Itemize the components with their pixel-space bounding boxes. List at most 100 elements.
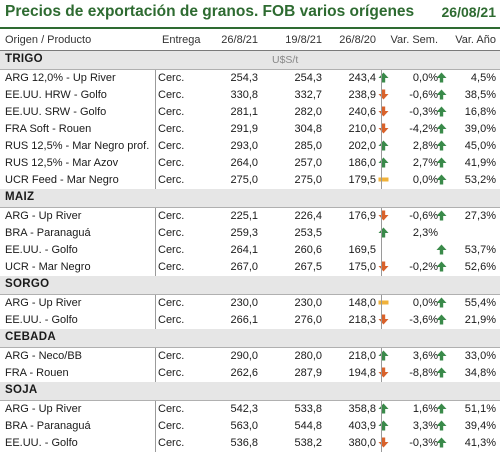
table-row: FRA - Rouen Cerc. 262,6 287,9 194,8 -8,8% 34,8… [0, 365, 500, 382]
column-divider [155, 87, 156, 104]
arrow-up-icon [436, 314, 447, 325]
price-last-week: 282,0 [294, 106, 322, 118]
arrow-up-icon [436, 297, 447, 308]
weekly-variation: 0,0% [412, 297, 438, 309]
arrow-up-icon [436, 123, 447, 134]
weekly-variation: -4,2% [409, 123, 438, 135]
price-last-year: 218,3 [348, 314, 376, 326]
arrow-down-icon [378, 210, 389, 221]
column-divider [381, 138, 382, 155]
table-row: FRA Soft - Rouen Cerc. 291,9 304,8 210,0 -4,2… [0, 121, 500, 138]
price-last-year: 194,8 [348, 367, 376, 379]
yearly-variation: 53,2% [464, 174, 496, 186]
arrow-up-icon [436, 244, 447, 255]
delivery-cell: Cerc. [158, 403, 185, 415]
price-current: 267,0 [230, 261, 258, 273]
price-current: 225,1 [230, 210, 258, 222]
price-current: 266,1 [230, 314, 258, 326]
price-last-year: 218,0 [348, 350, 376, 362]
weekly-variation: 3,6% [412, 350, 438, 362]
price-current: 264,0 [230, 157, 258, 169]
column-divider [155, 225, 156, 242]
arrow-up-icon [378, 72, 389, 83]
price-last-week: 544,8 [294, 420, 322, 432]
product-name: ARG 12,0% - Up River [5, 72, 116, 84]
table-row: ARG - Up River Cerc. 542,3 533,8 358,8 1,6% 51… [0, 401, 500, 418]
delivery-cell: Cerc. [158, 350, 185, 362]
arrow-up-icon [436, 437, 447, 448]
product-name: EE.UU. - Golfo [5, 244, 78, 256]
weekly-variation: -0,6% [409, 210, 438, 222]
weekly-variation: 2,3% [412, 227, 438, 239]
price-last-year: 403,9 [348, 420, 376, 432]
price-current: 542,3 [230, 403, 258, 415]
yearly-variation: 39,4% [464, 420, 496, 432]
column-divider [381, 155, 382, 172]
table-row: BRA - Paranaguá Cerc. 259,3 253,5 2,3% [0, 225, 500, 242]
column-divider [155, 418, 156, 435]
delivery-cell: Cerc. [158, 89, 185, 101]
product-name: ARG - Neco/BB [5, 350, 83, 362]
column-divider [381, 208, 382, 225]
delivery-cell: Cerc. [158, 157, 185, 169]
price-current: 275,0 [230, 174, 258, 186]
column-divider [155, 401, 156, 418]
section-name: SOJA [5, 384, 38, 396]
arrow-up-icon [378, 157, 389, 168]
yearly-variation: 53,7% [464, 244, 496, 256]
arrow-up-icon [436, 140, 447, 151]
delivery-cell: Cerc. [158, 140, 185, 152]
table-row: UCR Feed - Mar Negro Cerc. 275,0 275,0 179,5… [0, 172, 500, 189]
table-row: RUS 12,5% - Mar Negro prof. Cerc. 293,0 285… [0, 138, 500, 155]
price-current: 259,3 [230, 227, 258, 239]
price-current: 536,8 [230, 437, 258, 449]
col-yearvar-header: Var. Año [455, 34, 496, 46]
yearly-variation: 39,0% [464, 123, 496, 135]
price-last-year: 186,0 [348, 157, 376, 169]
delivery-cell: Cerc. [158, 123, 185, 135]
product-name: UCR Feed - Mar Negro [5, 174, 119, 186]
yearly-variation: 21,9% [464, 314, 496, 326]
no-change-icon [378, 297, 389, 308]
arrow-up-icon [378, 227, 389, 238]
column-header-row: Origen / Producto Entrega 26/8/21 19/8/2… [0, 29, 500, 51]
arrow-up-icon [378, 140, 389, 151]
price-current: 264,1 [230, 244, 258, 256]
column-divider [381, 70, 382, 87]
column-divider [155, 121, 156, 138]
arrow-down-icon [378, 89, 389, 100]
yearly-variation: 55,4% [464, 297, 496, 309]
table-row: ARG 12,0% - Up River Cerc. 254,3 254,3 243,4… [0, 70, 500, 87]
arrow-up-icon [436, 350, 447, 361]
column-divider [381, 121, 382, 138]
weekly-variation: 3,3% [412, 420, 438, 432]
price-last-year: 210,0 [348, 123, 376, 135]
arrow-up-icon [436, 174, 447, 185]
table-row: ARG - Neco/BB Cerc. 290,0 280,0 218,0 3,6% 33,… [0, 348, 500, 365]
product-name: ARG - Up River [5, 297, 82, 309]
section-header: MAIZ [0, 189, 500, 208]
price-last-week: 533,8 [294, 403, 322, 415]
column-divider [381, 87, 382, 104]
delivery-cell: Cerc. [158, 420, 185, 432]
section-name: SORGO [5, 278, 50, 290]
price-last-year: 148,0 [348, 297, 376, 309]
yearly-variation: 16,8% [464, 106, 496, 118]
yearly-variation: 41,3% [464, 437, 496, 449]
yearly-variation: 45,0% [464, 140, 496, 152]
yearly-variation: 51,1% [464, 403, 496, 415]
price-last-year: 169,5 [348, 244, 376, 256]
price-current: 230,0 [230, 297, 258, 309]
delivery-cell: Cerc. [158, 437, 185, 449]
column-divider [155, 259, 156, 276]
arrow-down-icon [378, 123, 389, 134]
column-divider [155, 435, 156, 452]
price-current: 254,3 [230, 72, 258, 84]
price-last-week: 538,2 [294, 437, 322, 449]
product-name: FRA - Rouen [5, 367, 69, 379]
price-last-week: 226,4 [294, 210, 322, 222]
table-row: EE.UU. - Golfo Cerc. 264,1 260,6 169,5 53,7% [0, 242, 500, 259]
price-last-year: 358,8 [348, 403, 376, 415]
column-divider [155, 208, 156, 225]
arrow-down-icon [378, 106, 389, 117]
